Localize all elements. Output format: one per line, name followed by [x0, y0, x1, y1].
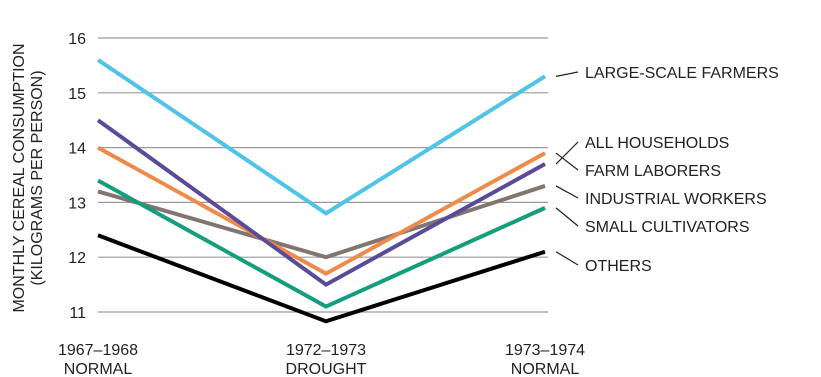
- series-line: [97, 178, 546, 309]
- leader-line: [555, 152, 579, 171]
- series-line: [96, 58, 547, 216]
- y-axis-title-line-1: MONTHLY CEREAL CONSUMPTION: [11, 43, 28, 312]
- y-tick-label: 16: [68, 31, 86, 48]
- series-label: INDUSTRIAL WORKERS: [585, 191, 767, 208]
- y-axis-ticks: 11 12 13 14 15 16: [68, 31, 86, 322]
- series-line: [96, 118, 546, 287]
- y-axis-title-line-2: (KILOGRAMS PER PERSON): [29, 70, 46, 285]
- leader-line: [555, 185, 579, 199]
- x-category-sublabel: DROUGHT: [286, 361, 367, 377]
- y-tick-label: 13: [68, 195, 86, 212]
- series-line: [97, 233, 546, 324]
- x-category-label: 1967–1968: [58, 342, 138, 359]
- series-labels: LARGE-SCALE FARMERS ALL HOUSEHOLDS FARM LA…: [555, 65, 779, 275]
- series-label: OTHERS: [585, 258, 652, 275]
- y-tick-label: 15: [68, 86, 86, 103]
- series-label: FARM LABORERS: [585, 163, 721, 180]
- x-category-sublabel: NORMAL: [64, 361, 133, 377]
- gridlines: [98, 37, 548, 313]
- leader-line: [555, 71, 579, 77]
- y-tick-label: 12: [68, 250, 86, 267]
- y-axis-title: MONTHLY CEREAL CONSUMPTION (KILOGRAMS PE…: [11, 43, 46, 312]
- y-tick-label: 14: [68, 141, 86, 158]
- leader-line: [555, 207, 579, 227]
- series-label: ALL HOUSEHOLDS: [585, 135, 729, 152]
- series-line: [97, 145, 546, 276]
- x-category-label: 1972–1973: [286, 342, 366, 359]
- x-axis-categories: 1967–1968 NORMAL 1972–1973 DROUGHT 1973–1974…: [58, 342, 585, 377]
- x-category-sublabel: NORMAL: [511, 361, 580, 377]
- leader-line: [555, 141, 579, 165]
- series-lines: [96, 58, 547, 324]
- x-category-label: 1973–1974: [505, 342, 585, 359]
- series-line: [97, 184, 546, 260]
- leader-line: [555, 251, 579, 266]
- series-label: SMALL CULTIVATORS: [585, 219, 749, 236]
- y-tick-label: 11: [69, 305, 86, 322]
- series-label: LARGE-SCALE FARMERS: [585, 65, 779, 82]
